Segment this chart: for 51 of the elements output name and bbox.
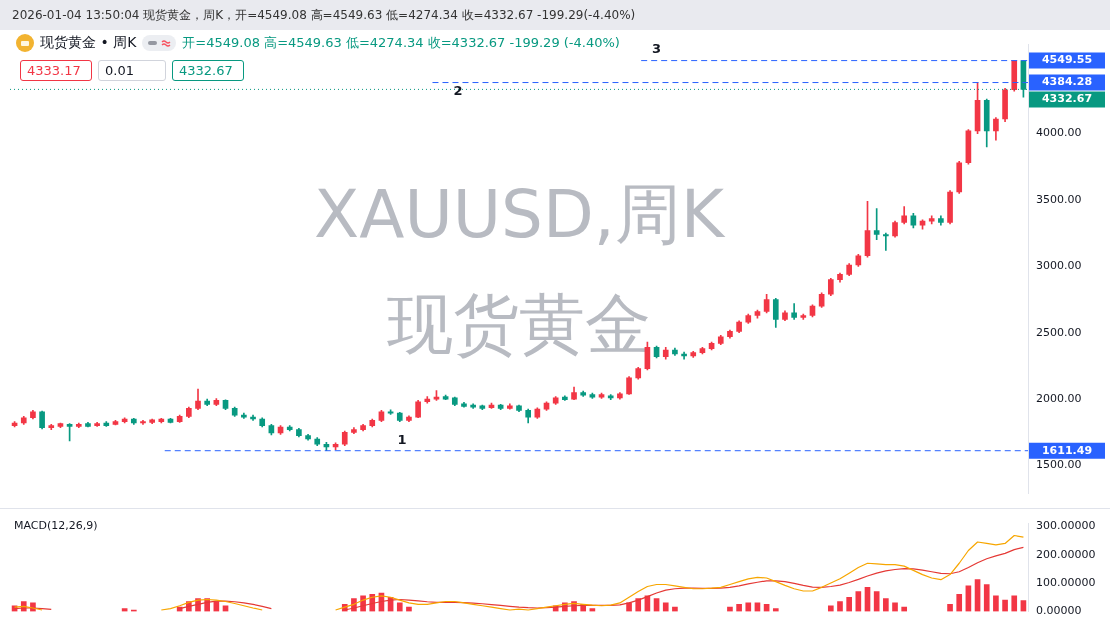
y-tick-label: 3500.00 xyxy=(1036,192,1082,206)
bar xyxy=(635,598,642,612)
bar xyxy=(672,606,678,612)
bar xyxy=(956,594,963,612)
y-tick-label: 3000.00 xyxy=(1036,259,1082,273)
bar xyxy=(406,606,412,612)
annotation: 4333.17 xyxy=(20,60,92,81)
text: 2026-01-04 13:50:04 现货黄金，周K，开=4549.08 高=4549.63 低=4274.34 收=4332.67 -199.29(-4.40%) xyxy=(12,8,636,22)
bar xyxy=(396,602,403,612)
y-tick-label: 100.00000 xyxy=(1036,575,1096,589)
annotation: 现货黄金 xyxy=(387,286,651,364)
bar xyxy=(993,595,999,612)
y-tick-label: 200.00000 xyxy=(1036,547,1096,561)
bar xyxy=(892,602,898,612)
annotation: 1 xyxy=(397,431,407,447)
bar xyxy=(626,602,632,612)
bar xyxy=(1011,595,1018,612)
ref-line-label: 4384.28 xyxy=(1041,75,1093,89)
y-tick-label: 4000.00 xyxy=(1036,126,1082,140)
chart-subtitle: 开=4549.08 高=4549.63 低=4274.34 收=4332.67 -199.29 (-4.40%) xyxy=(182,34,620,52)
ref-line-label: 1611.49 xyxy=(1041,443,1093,457)
annotation: 4332.67 xyxy=(172,60,244,81)
bar xyxy=(947,603,953,612)
y-tick-label: 300.00000 xyxy=(1036,519,1096,533)
bar xyxy=(983,584,990,612)
y-tick-label: 1500.00 xyxy=(1036,458,1082,472)
bar xyxy=(736,603,742,612)
bar xyxy=(883,598,889,612)
ref-line-label: 4332.67 xyxy=(1041,92,1093,106)
bar xyxy=(745,602,752,612)
chart-title: 现货黄金 • 周K xyxy=(40,34,137,52)
bar xyxy=(772,608,779,612)
bar xyxy=(837,601,843,612)
annotation: 0.01 xyxy=(98,60,166,81)
bar xyxy=(1002,599,1008,612)
y-tick-label: 0.00000 xyxy=(1036,604,1082,618)
bar xyxy=(846,596,852,612)
ref-line-label: 4549.55 xyxy=(1041,53,1093,67)
chart-title: MACD(12,26,9) xyxy=(14,519,98,532)
candlestick xyxy=(873,208,880,241)
bar xyxy=(727,606,733,612)
annotation: XAUUSD,周K xyxy=(314,176,726,254)
bar xyxy=(662,602,669,612)
annotation: 3 xyxy=(651,41,661,57)
bar xyxy=(873,591,880,612)
annotation: 2 xyxy=(453,83,463,99)
bar xyxy=(901,606,908,612)
y-tick-label: 2000.00 xyxy=(1036,391,1082,405)
y-tick-label: 2500.00 xyxy=(1036,325,1082,339)
candlestick xyxy=(883,232,889,251)
bar xyxy=(827,605,834,612)
